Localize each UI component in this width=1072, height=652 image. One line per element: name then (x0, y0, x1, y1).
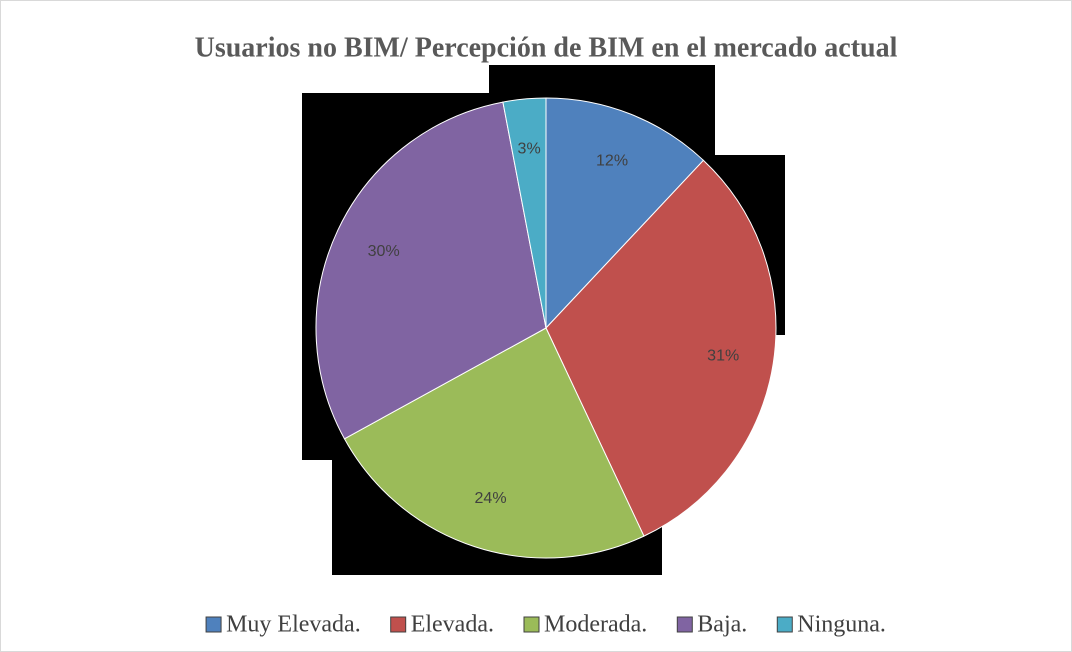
legend-swatch (390, 616, 407, 633)
legend-label: Elevada. (411, 612, 494, 638)
data-label: 12% (596, 152, 628, 169)
pie-slice (315, 101, 547, 440)
pie-slice (343, 327, 645, 559)
legend-label: Baja. (697, 612, 747, 638)
legend-label: Ninguna. (797, 612, 886, 638)
data-label: 24% (475, 490, 507, 507)
pie-slice (545, 97, 705, 330)
legend-swatch (676, 616, 693, 633)
data-label: 31% (707, 347, 739, 364)
legend-swatch (205, 616, 222, 633)
legend-swatch (523, 616, 540, 633)
data-label: 3% (518, 141, 541, 158)
data-label: 30% (368, 243, 400, 260)
pie-slice (545, 159, 777, 537)
pie-slice (502, 97, 547, 329)
chart-title: Usuarios no BIM/ Percepción de BIM en el… (195, 32, 898, 63)
legend-label: Moderada. (544, 612, 647, 638)
legend-label: Muy Elevada. (226, 612, 361, 638)
legend-swatch (776, 616, 793, 633)
